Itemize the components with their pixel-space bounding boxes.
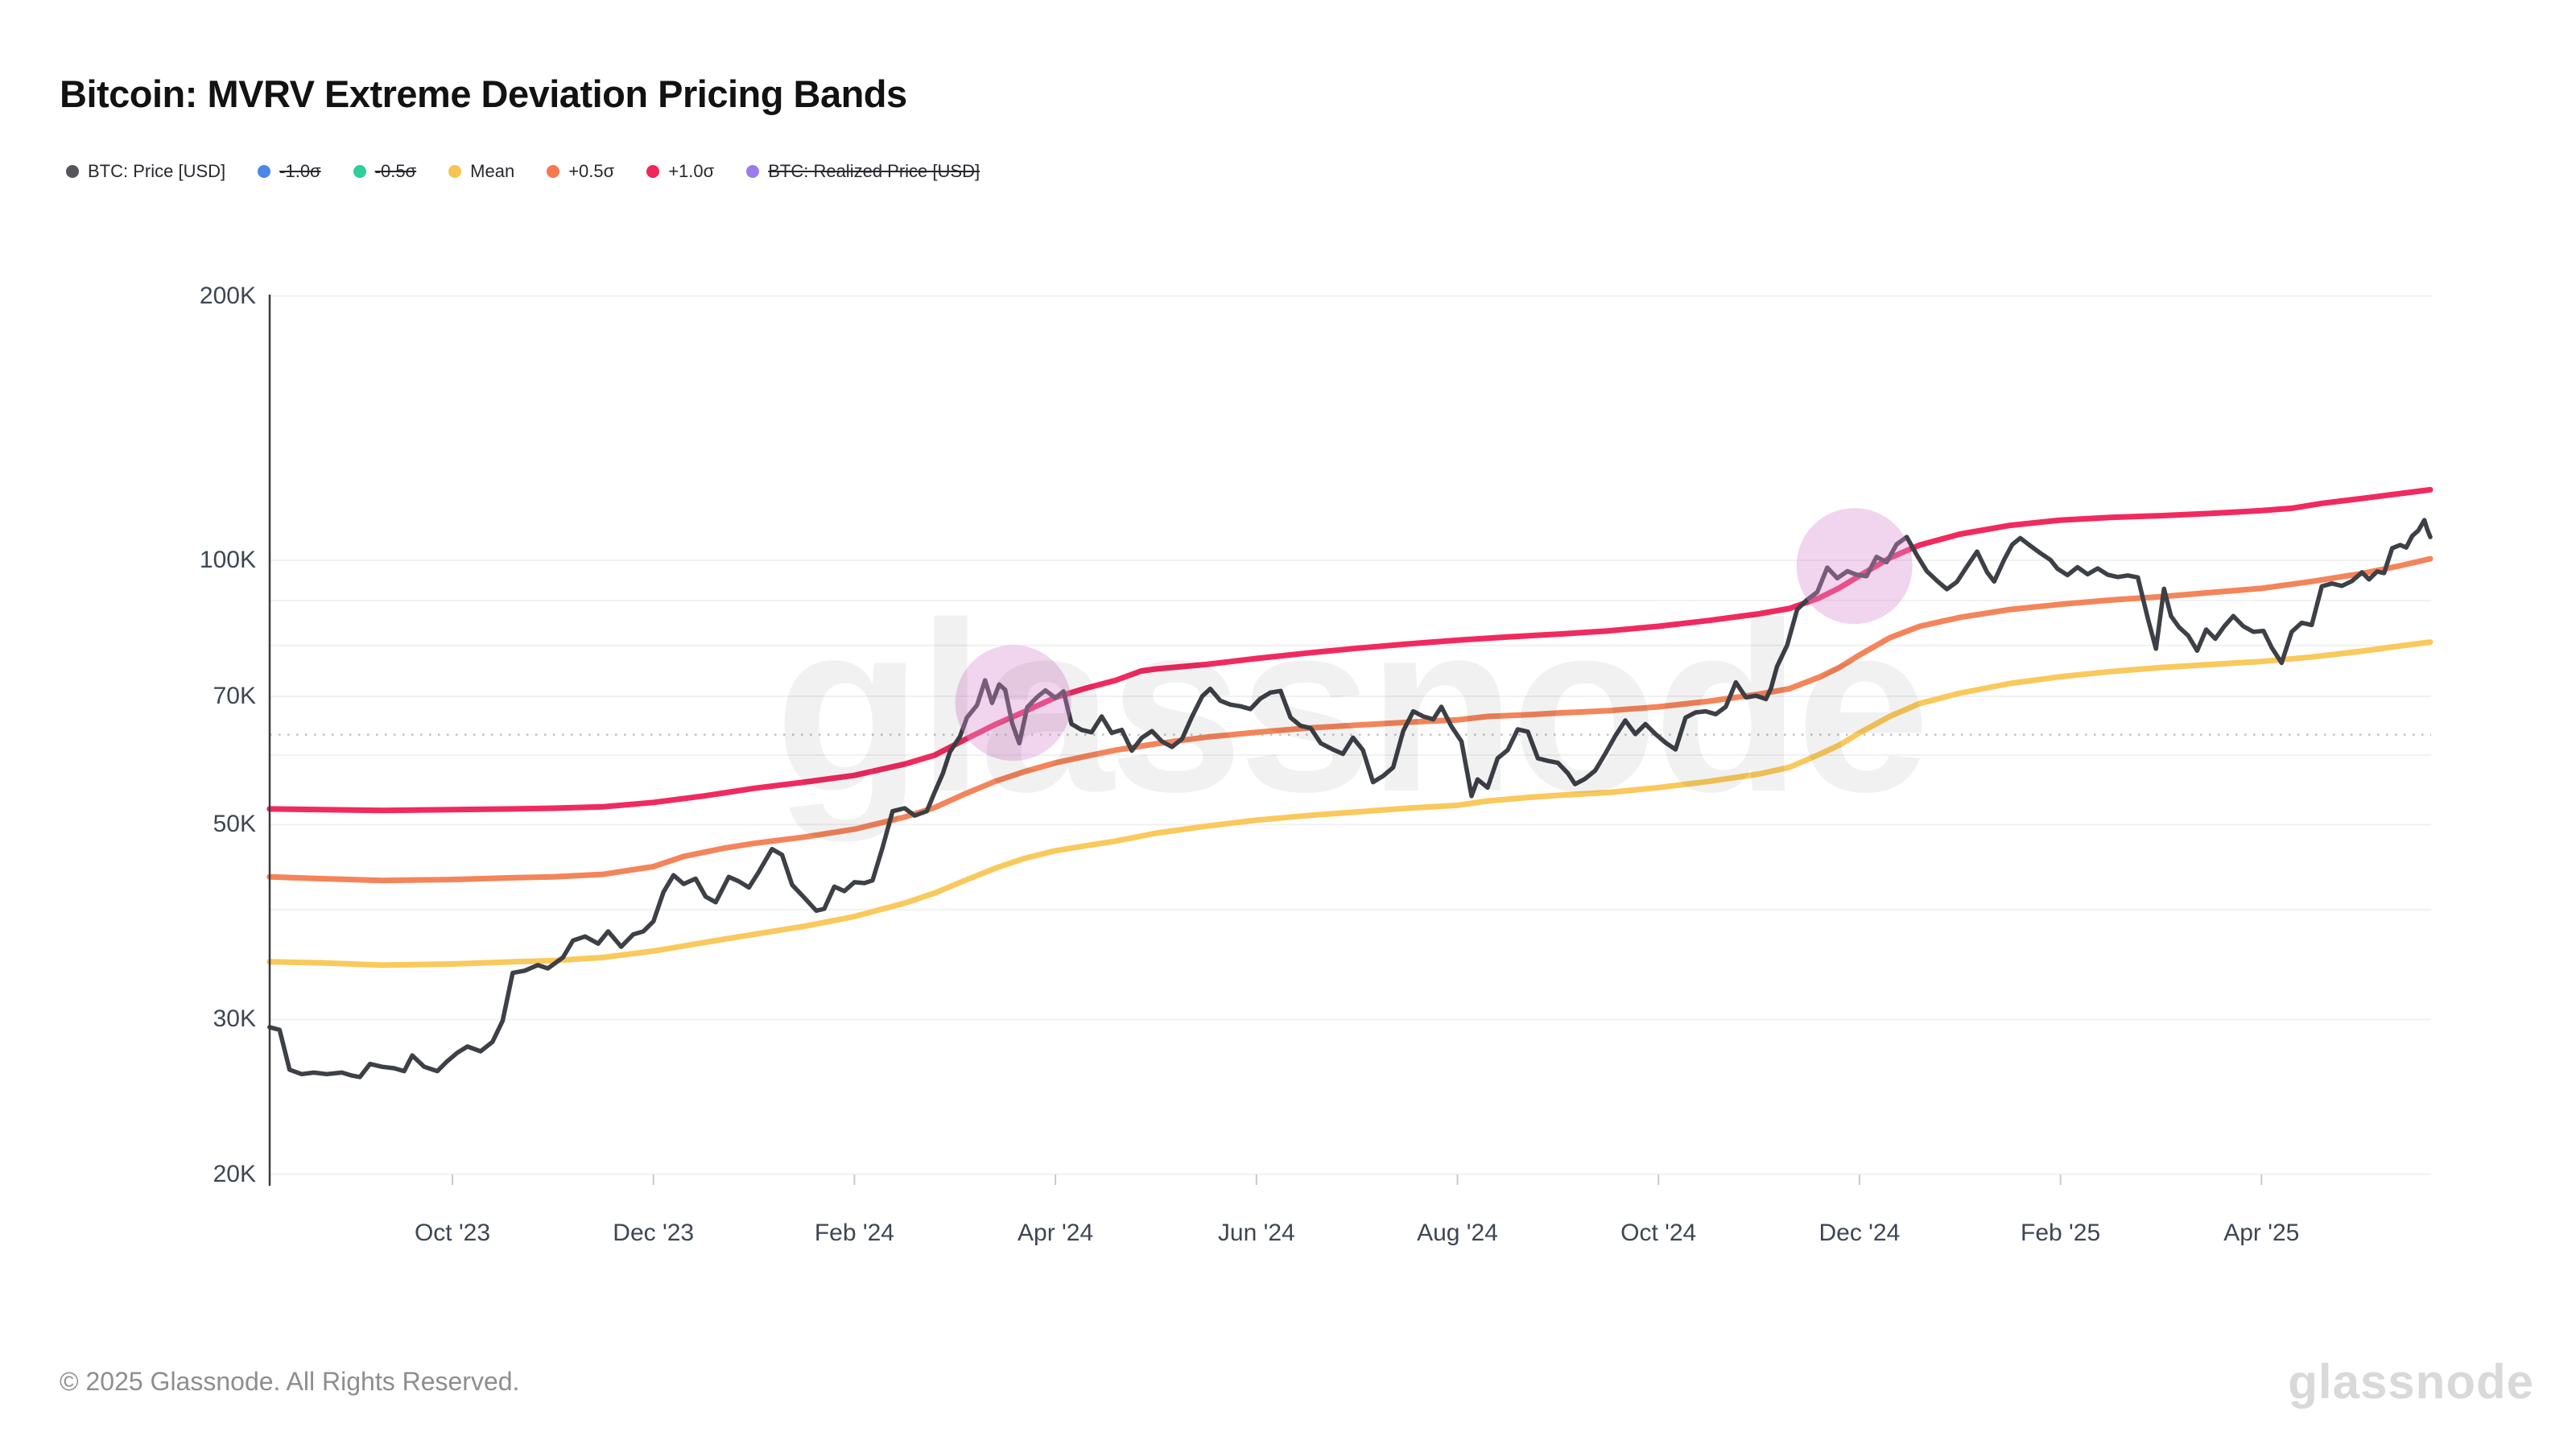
legend-item-label: -1.0σ: [279, 161, 321, 181]
highlight-circle-2: [1796, 508, 1913, 625]
copyright-text: © 2025 Glassnode. All Rights Reserved.: [60, 1367, 520, 1396]
legend-dot-icon: [448, 165, 462, 178]
legend-item-+1.0[interactable]: +1.0σ: [646, 161, 714, 182]
page-title: Bitcoin: MVRV Extreme Deviation Pricing …: [60, 72, 907, 116]
legend-item-btc-price-usd[interactable]: BTC: Price [USD]: [66, 161, 225, 182]
legend-item-0.5[interactable]: -0.5σ: [353, 161, 417, 182]
legend-item-label: BTC: Realized Price [USD]: [768, 161, 980, 181]
series-line-+0.5: [266, 555, 2434, 884]
legend-dot-icon: [547, 165, 560, 178]
legend-item-label: +0.5σ: [568, 161, 615, 181]
legend-item-1.0[interactable]: -1.0σ: [258, 161, 321, 182]
legend-item-label: -0.5σ: [374, 161, 417, 181]
chart-legend: BTC: Price [USD] -1.0σ -0.5σ Mean +0.5σ +1.0σ…: [66, 161, 980, 182]
legend-item-btc-realized-price-usd[interactable]: BTC: Realized Price [USD]: [746, 161, 980, 182]
legend-dot-icon: [353, 165, 366, 178]
legend-dot-icon: [646, 165, 660, 178]
legend-item-label: Mean: [470, 161, 515, 181]
glassnode-logo: glassnode: [2288, 1355, 2534, 1409]
series-line-btc-price-usd: [267, 518, 2433, 1080]
legend-dot-icon: [258, 165, 271, 178]
legend-dot-icon: [746, 165, 760, 178]
legend-item-label: +1.0σ: [668, 161, 715, 181]
legend-item-label: BTC: Price [USD]: [88, 161, 226, 181]
highlight-circle-1: [955, 645, 1071, 762]
legend-item-mean[interactable]: Mean: [448, 161, 514, 182]
series-line-mean: [266, 639, 2434, 968]
series-line-+1.0: [266, 486, 2434, 814]
legend-dot-icon: [66, 165, 79, 178]
legend-item-+0.5[interactable]: +0.5σ: [547, 161, 614, 182]
